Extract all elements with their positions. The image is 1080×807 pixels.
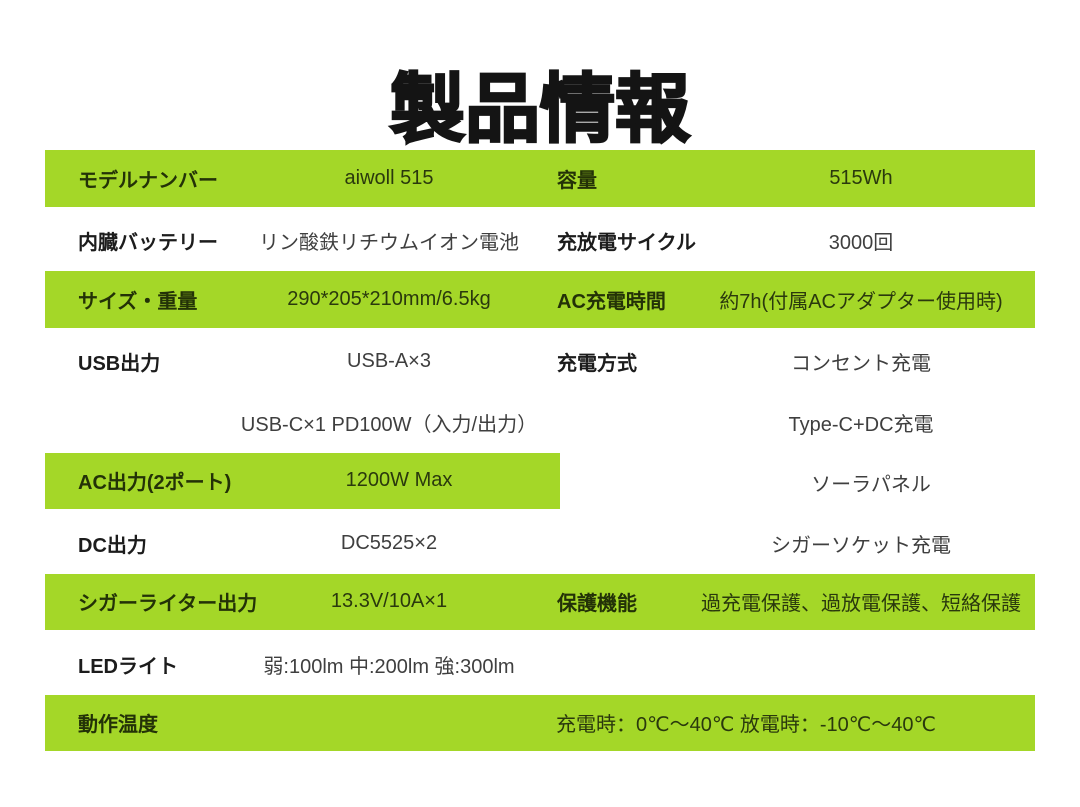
spec-value: 515Wh: [829, 166, 893, 189]
spec-label: 動作温度: [78, 714, 158, 737]
spec-value: 1200W Max: [345, 469, 453, 492]
spec-cell-capacity: 容量 515Wh: [540, 150, 1035, 211]
spec-value: USB-A×3: [347, 350, 431, 373]
spec-value: 290*205*210mm/6.5kg: [287, 287, 491, 310]
spec-label: 容量: [557, 169, 597, 192]
spec-label: AC出力(2ポート): [78, 472, 232, 495]
spec-cell-ac-charge-time: AC充電時間 約7h(付属ACアダプター使用時): [540, 271, 1035, 332]
spec-label: 内臓バッテリー: [78, 232, 218, 255]
spec-value: 充電時：0℃〜40℃ 放電時：-10℃〜40℃: [556, 714, 936, 737]
spec-label: 充電方式: [557, 353, 637, 376]
spec-label: AC充電時間: [557, 290, 666, 313]
spec-row-cigarout-protection: シガーライター出力 13.3V/10A×1 保護機能 過充電保護、過放電保護、短…: [45, 573, 1035, 634]
spec-value: コンセント充電: [791, 353, 931, 376]
spec-cell-ac-output: AC出力(2ポート) 1200W Max: [45, 452, 560, 513]
spec-cell-empty: [540, 634, 1035, 695]
spec-cell-cigar-lighter-output: シガーライター出力 13.3V/10A×1: [45, 573, 540, 634]
spec-row-battery-cycles: 内臓バッテリー リン酸鉄リチウムイオン電池 充放電サイクル 3000回: [45, 211, 1035, 272]
spec-cell-protection: 保護機能 過充電保護、過放電保護、短絡保護: [540, 573, 1035, 634]
page-title: 製品情報: [389, 67, 692, 152]
spec-cell-battery: 内臓バッテリー リン酸鉄リチウムイオン電池: [45, 211, 540, 272]
spec-value: DC5525×2: [340, 531, 438, 554]
spec-value: 弱:100lm 中:200lm 強:300lm: [263, 655, 515, 678]
spec-cell-size-weight: サイズ・重量 290*205*210mm/6.5kg: [45, 271, 540, 332]
spec-cell-typec-dc-charge: Type-C+DC充電: [540, 392, 1035, 453]
spec-cell-dc-output: DC出力 DC5525×2: [45, 513, 540, 574]
spec-cell-cigar-socket-charge: シガーソケット充電: [540, 513, 1035, 574]
spec-cell-usb-output: USB出力 USB-A×3: [45, 332, 540, 393]
spec-cell-usbc-output: USB-C×1 PD100W（入力/出力）: [45, 392, 540, 453]
spec-value: USB-C×1 PD100W（入力/出力）: [240, 413, 538, 436]
spec-label: USB出力: [78, 353, 161, 376]
spec-cell-led-light: LEDライト 弱:100lm 中:200lm 強:300lm: [45, 634, 540, 695]
spec-cell-charge-method: 充電方式 コンセント充電: [540, 332, 1035, 393]
spec-cell-operating-temp-value: 充電時：0℃〜40℃ 放電時：-10℃〜40℃: [540, 694, 1035, 755]
spec-row-size-actime: サイズ・重量 290*205*210mm/6.5kg AC充電時間 約7h(付属…: [45, 271, 1035, 332]
spec-row-acout-solar: AC出力(2ポート) 1200W Max ソーラパネル: [45, 452, 1035, 514]
spec-value: リン酸鉄リチウムイオン電池: [259, 232, 519, 255]
spec-cell-solar-panel: ソーラパネル: [560, 453, 1035, 514]
spec-cell-cycles: 充放電サイクル 3000回: [540, 211, 1035, 272]
spec-label: DC出力: [78, 534, 147, 557]
spec-value: 過充電保護、過放電保護、短絡保護: [701, 593, 1021, 616]
spec-cell-operating-temp-label: 動作温度: [45, 694, 540, 755]
spec-label: LEDライト: [78, 655, 178, 678]
spec-value: aiwoll 515: [344, 166, 434, 189]
spec-value: 13.3V/10A×1: [330, 590, 448, 613]
spec-row-model-capacity: モデルナンバー aiwoll 515 容量 515Wh: [45, 150, 1035, 211]
spec-label: 充放電サイクル: [557, 232, 696, 255]
spec-cell-model-number: モデルナンバー aiwoll 515: [45, 150, 540, 211]
spec-label: シガーライター出力: [78, 593, 258, 616]
spec-value: Type-C+DC充電: [788, 413, 934, 436]
spec-row-dcout-cigarcharge: DC出力 DC5525×2 シガーソケット充電: [45, 513, 1035, 574]
spec-label: 保護機能: [557, 593, 637, 616]
spec-row-operating-temp: 動作温度 充電時：0℃〜40℃ 放電時：-10℃〜40℃: [45, 694, 1035, 755]
spec-row-usb-chargemethod: USB出力 USB-A×3 充電方式 コンセント充電: [45, 332, 1035, 393]
spec-row-usbc-typec: USB-C×1 PD100W（入力/出力） Type-C+DC充電: [45, 392, 1035, 453]
spec-label: モデルナンバー: [78, 169, 218, 192]
spec-value: 3000回: [828, 232, 894, 255]
spec-label: サイズ・重量: [78, 290, 198, 313]
spec-value: 約7h(付属ACアダプター使用時): [719, 290, 1003, 313]
product-spec-table: モデルナンバー aiwoll 515 容量 515Wh 内臓バッテリー リン酸鉄…: [45, 150, 1035, 755]
spec-value: ソーラパネル: [811, 474, 931, 497]
spec-row-led: LEDライト 弱:100lm 中:200lm 強:300lm: [45, 634, 1035, 695]
spec-value: シガーソケット充電: [771, 534, 951, 557]
